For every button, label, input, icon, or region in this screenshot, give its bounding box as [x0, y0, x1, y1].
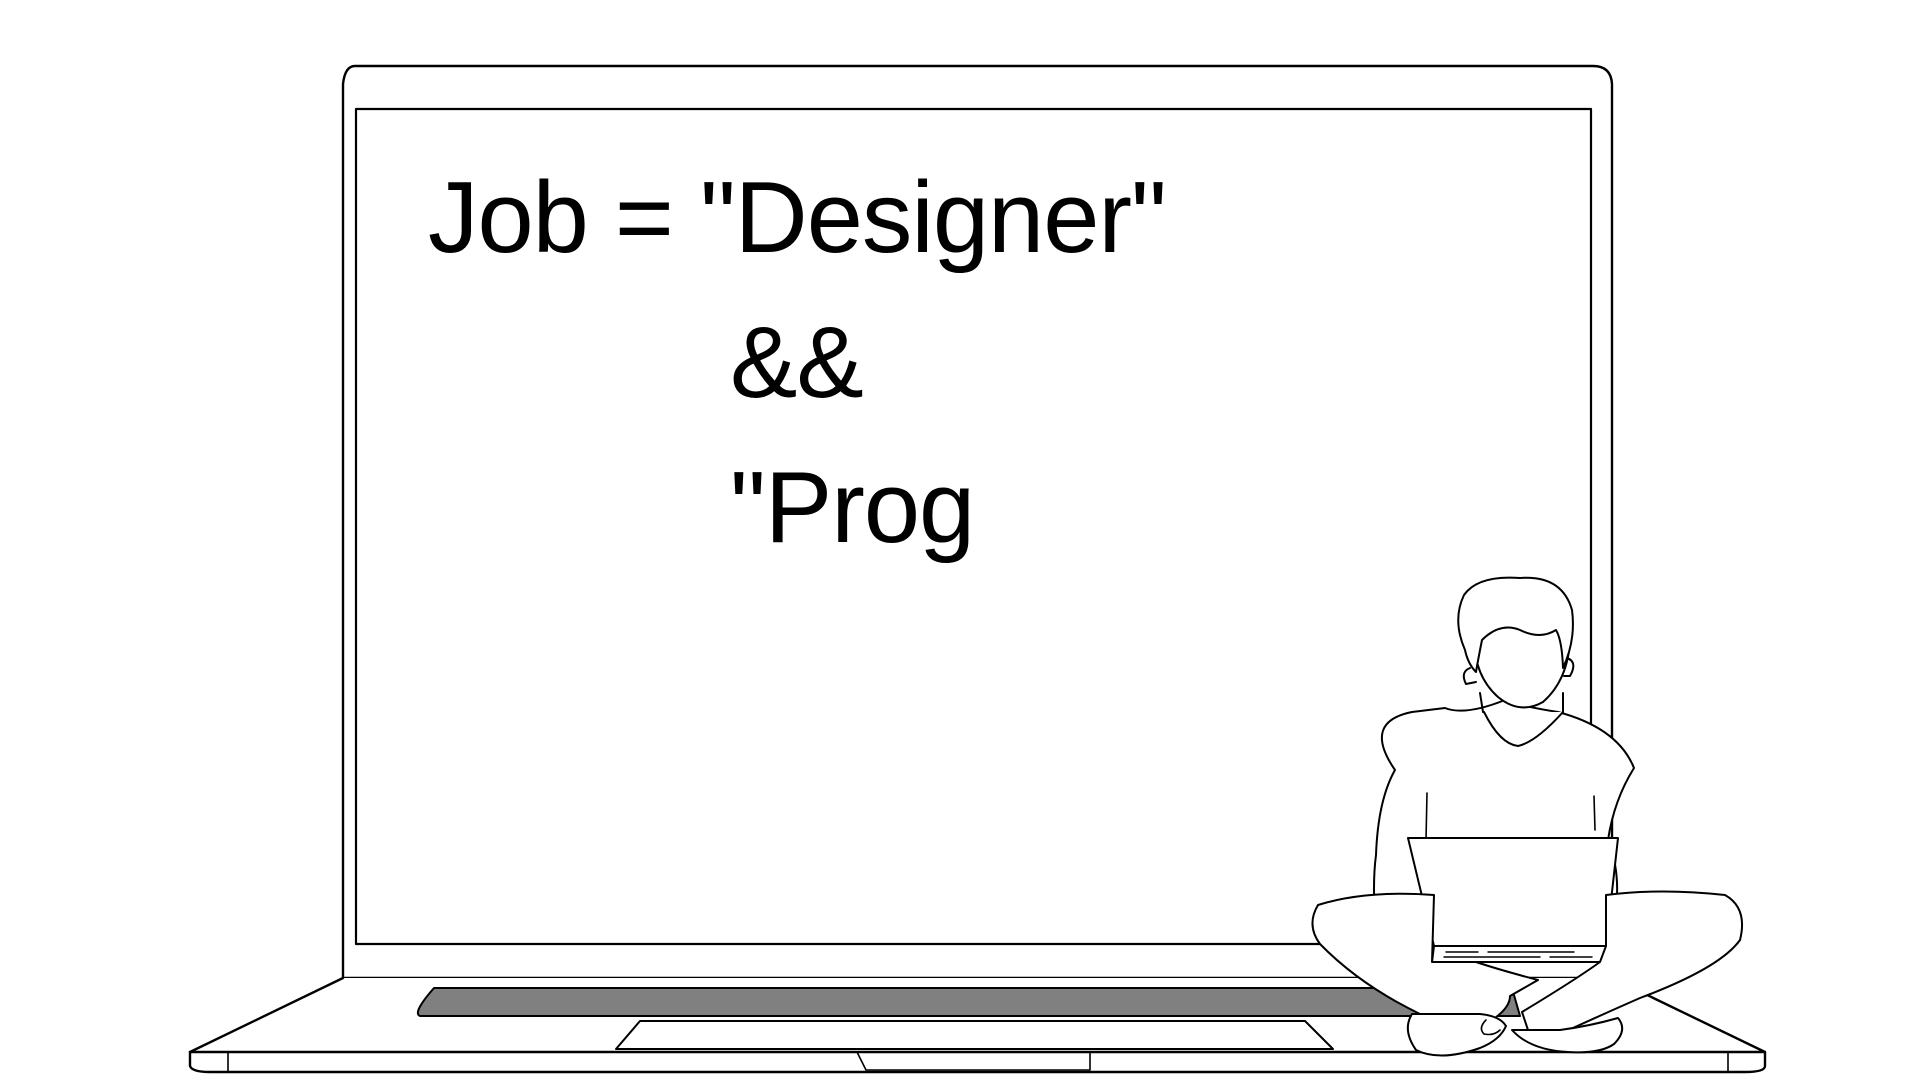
person-right-leg — [1521, 890, 1744, 1038]
code-line-job: Job = "Designer" — [428, 162, 1167, 274]
person-feet — [1406, 1013, 1507, 1057]
person-icon — [1311, 576, 1744, 1057]
laptop-trackpad — [615, 1020, 1334, 1050]
laptop-icon — [188, 64, 1767, 1074]
person-hair — [1457, 576, 1574, 673]
laptop-hinge-slot — [416, 987, 1521, 1017]
small-laptop-icon — [1407, 837, 1619, 947]
laptop-screen — [354, 107, 1593, 946]
code-line-and-operator: && — [730, 307, 864, 419]
code-line-prog: "Prog — [730, 452, 975, 564]
laptop-front-edge — [188, 1050, 1767, 1074]
